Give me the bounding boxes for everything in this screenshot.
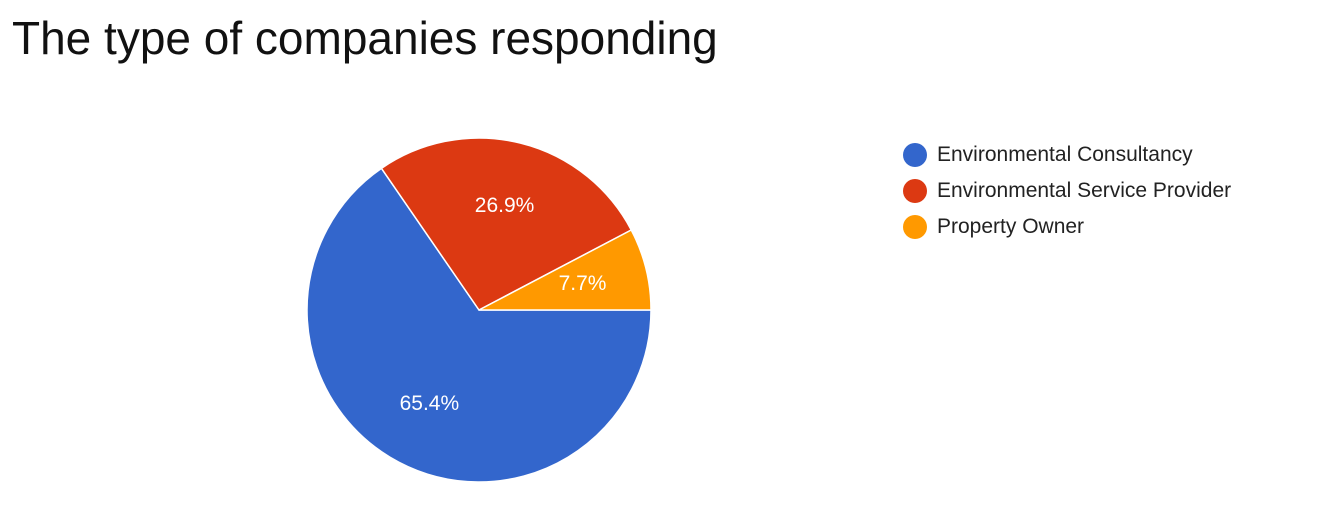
pie-slice-property-owner[interactable] (478, 228, 652, 311)
pie-slice-environmental-service-provider[interactable] (380, 137, 633, 311)
legend-item-environmental-service-provider[interactable]: Environmental Service Provider (903, 173, 1231, 209)
pie-slice-environmental-consultancy[interactable] (306, 167, 652, 483)
legend-swatch (903, 215, 927, 239)
legend-label: Property Owner (937, 215, 1085, 238)
legend-item-property-owner[interactable]: Property Owner (903, 209, 1231, 245)
legend-swatch (903, 143, 927, 167)
slice-label: 26.9% (475, 194, 535, 217)
legend-label: Environmental Service Provider (937, 179, 1232, 202)
chart-legend: Environmental Consultancy Environmental … (903, 137, 1231, 245)
legend-swatch (903, 179, 927, 203)
chart-title: The type of companies responding (12, 12, 718, 64)
legend-label: Environmental Consultancy (937, 143, 1193, 166)
slice-label: 65.4% (400, 392, 460, 415)
slice-label: 7.7% (559, 272, 607, 295)
legend-item-environmental-consultancy[interactable]: Environmental Consultancy (903, 137, 1231, 173)
